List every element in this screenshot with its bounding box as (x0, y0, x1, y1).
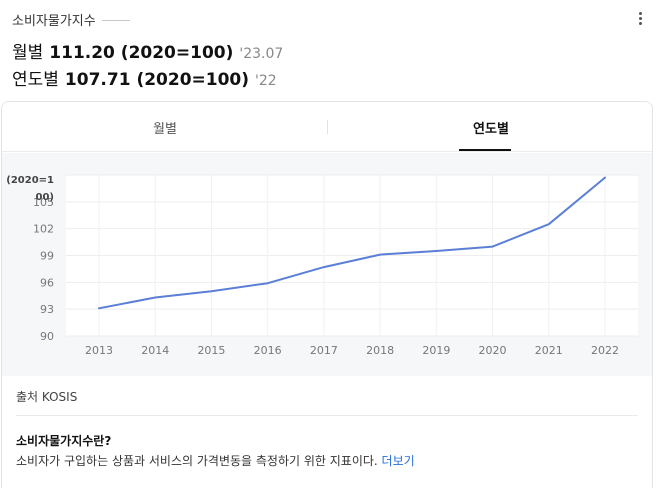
x-tick-label: 2014 (141, 344, 169, 357)
monthly-stat: 월별 111.20 (2020=100) '23.07 (12, 38, 283, 63)
x-tick-label: 2013 (85, 344, 113, 357)
y-tick-label: 90 (40, 330, 54, 343)
section-divider (16, 415, 638, 416)
definition-title: 소비자물가지수란? (16, 434, 112, 448)
x-tick-label: 2020 (479, 344, 507, 357)
yearly-label: 연도별 (12, 70, 59, 90)
header-title-row: 소비자물가지수 (12, 10, 130, 29)
title-divider-line (101, 19, 130, 21)
x-tick-label: 2015 (197, 344, 225, 357)
chart-area: 105 102 99 96 93 90 2013 2014 2015 2016 2017 2018 20… (2, 153, 652, 376)
x-tick-label: 2017 (310, 344, 338, 357)
monthly-date: '23.07 (239, 46, 284, 62)
chart-card: 월별 연도별 105 102 99 96 93 90 2013 2014 2015 2016 201… (1, 101, 653, 488)
monthly-label: 월별 (12, 43, 44, 63)
y-axis-label: 00) (36, 192, 55, 203)
read-more-link[interactable]: 더보기 (381, 454, 415, 468)
definition-text: 소비자가 구입하는 상품과 서비스의 가격변동을 측정하기 위한 지표이다. (16, 454, 378, 468)
x-tick-label: 2019 (422, 344, 450, 357)
y-tick-label: 105 (33, 196, 54, 209)
x-tick-label: 2022 (591, 344, 619, 357)
x-tick-label: 2018 (366, 344, 394, 357)
tab-separator (327, 120, 328, 134)
tab-yearly[interactable]: 연도별 (473, 121, 509, 137)
definition-text-row: 소비자가 구입하는 상품과 서비스의 가격변동을 측정하기 위한 지표이다. 더… (16, 452, 415, 469)
y-tick-label: 93 (40, 303, 54, 316)
more-options-icon[interactable] (636, 12, 644, 30)
y-axis-label: (2020=1 (6, 175, 54, 186)
monthly-value: 111.20 (2020=100) (49, 43, 234, 63)
y-tick-label: 102 (33, 223, 54, 236)
yearly-value: 107.71 (2020=100) (64, 70, 250, 90)
y-tick-label: 99 (40, 250, 54, 263)
y-tick-label: 96 (40, 276, 54, 289)
source-text: 출처 KOSIS (16, 390, 78, 404)
yearly-date: '22 (255, 73, 277, 89)
tab-monthly[interactable]: 월별 (153, 121, 177, 137)
series-line (98, 176, 606, 310)
active-tab-indicator (459, 149, 511, 151)
yearly-stat: 연도별 107.71 (2020=100) '22 (12, 65, 277, 90)
page-title: 소비자물가지수 (12, 14, 96, 29)
tab-bar: 월별 연도별 (2, 102, 652, 152)
line-chart: 105 102 99 96 93 90 2013 2014 2015 2016 2017 2018 20… (6, 174, 638, 357)
x-tick-label: 2016 (254, 344, 282, 357)
x-tick-label: 2021 (535, 344, 563, 357)
